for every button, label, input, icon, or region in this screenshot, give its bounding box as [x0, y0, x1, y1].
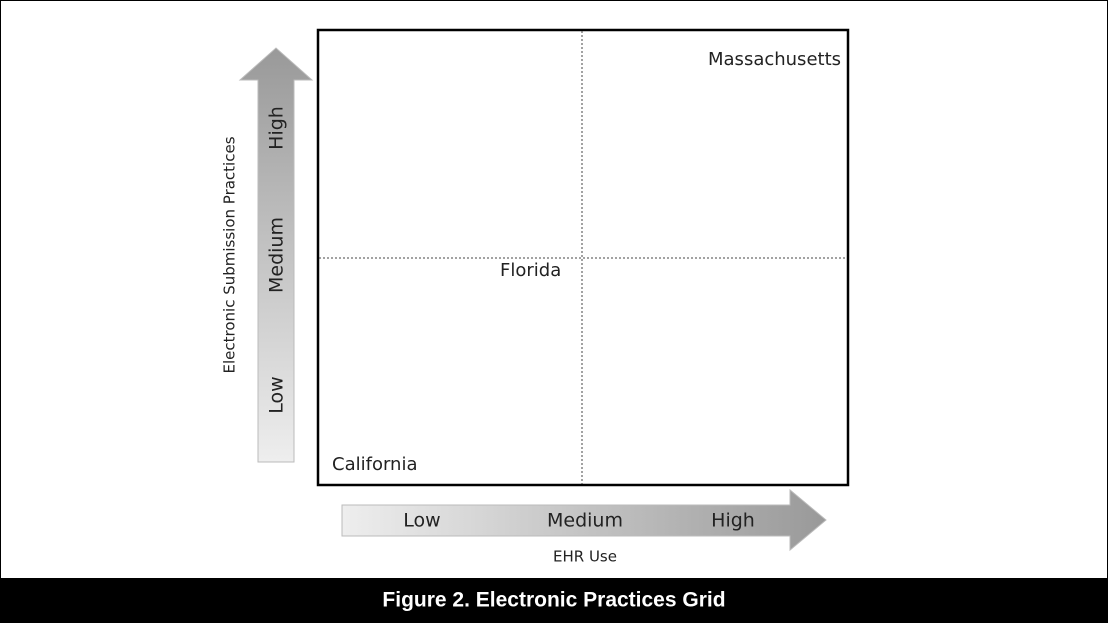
x-level: Low — [403, 510, 440, 532]
y-level: High — [266, 106, 288, 150]
point-label: Massachusetts — [708, 49, 841, 70]
y-level: Medium — [266, 217, 288, 293]
y-axis-label: Electronic Submission Practices — [221, 136, 239, 373]
x-axis-label: EHR Use — [553, 548, 617, 566]
point-label: Florida — [500, 260, 561, 281]
x-level: High — [711, 510, 755, 532]
x-level: Medium — [547, 510, 623, 532]
y-level: Low — [266, 376, 288, 413]
point-label: California — [332, 454, 417, 475]
x-arrow — [341, 488, 827, 552]
caption: Figure 2. Electronic Practices Grid — [382, 589, 725, 612]
y-arrow — [238, 47, 314, 463]
caption-bar — [0, 578, 1108, 623]
